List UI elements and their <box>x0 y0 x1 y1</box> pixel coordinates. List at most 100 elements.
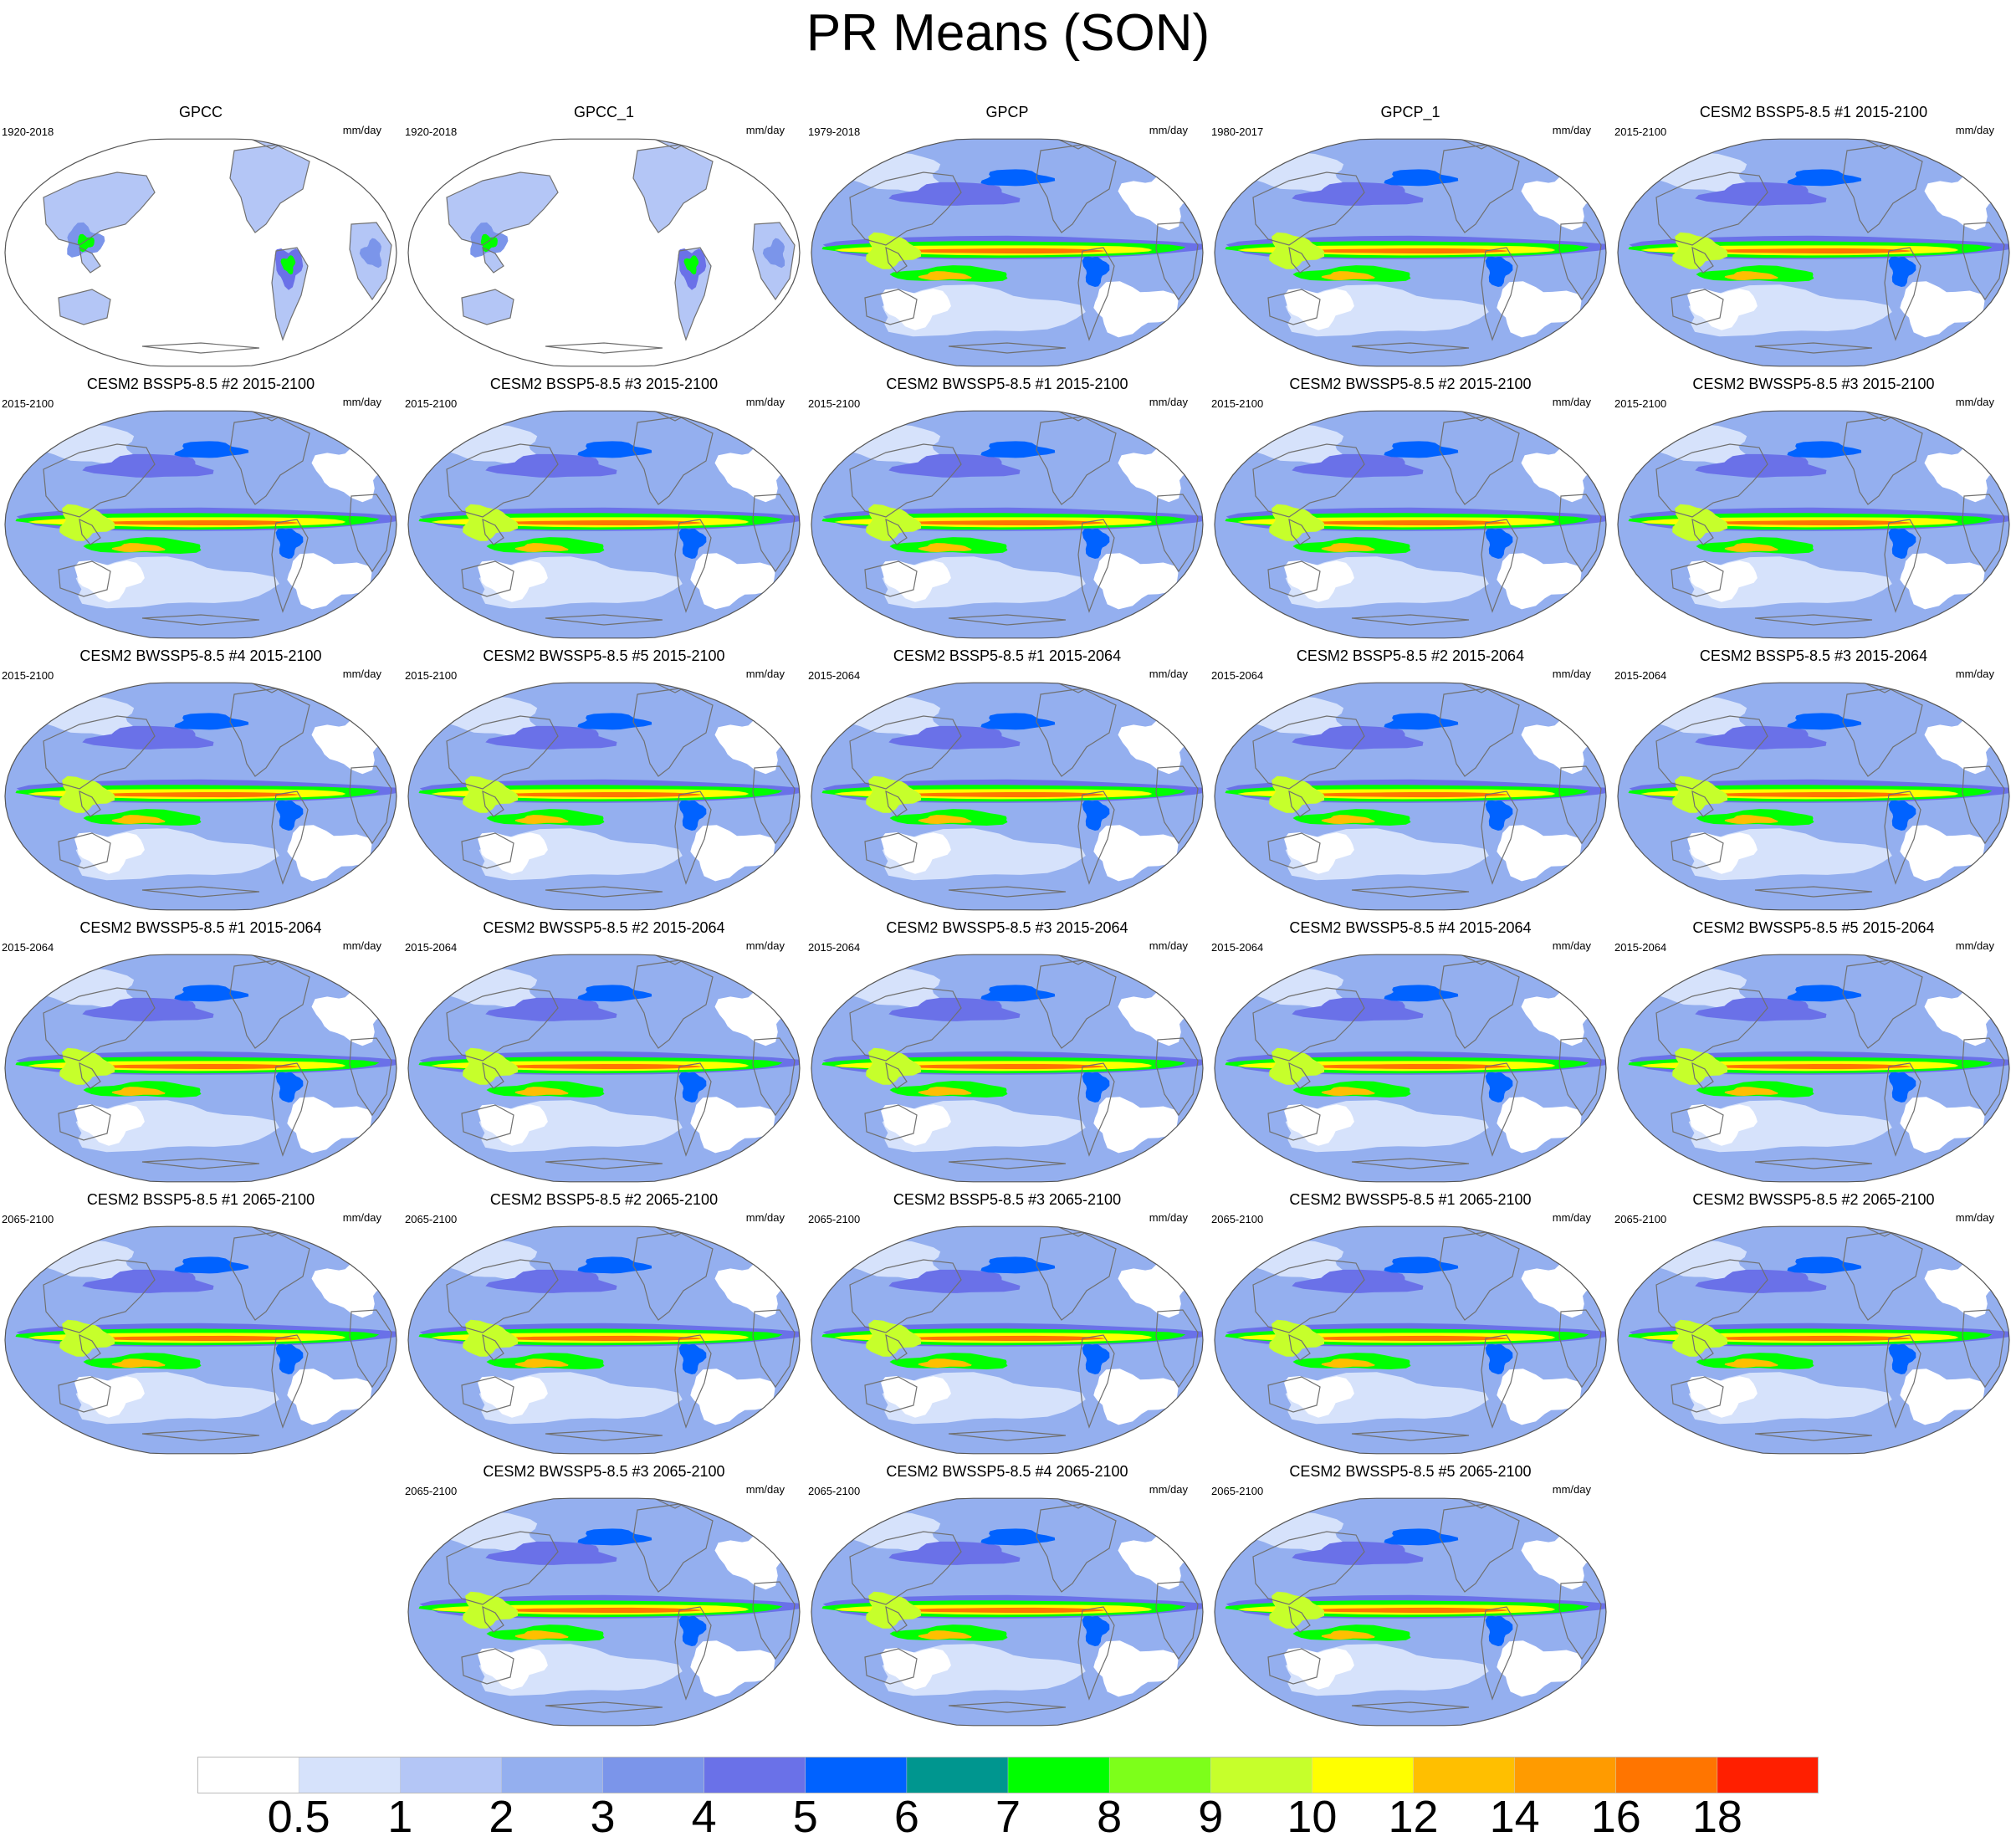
colorbar-swatch <box>1108 1757 1212 1793</box>
precip-contour <box>478 832 548 874</box>
precip-contour <box>690 825 775 882</box>
coastline <box>271 519 309 613</box>
precip-contour <box>275 800 304 831</box>
precip-map <box>1617 1225 2010 1455</box>
map-panel: CESM2 BSSP5-8.5 #1 2065-2100 2065-2100 mm/… <box>0 1186 402 1459</box>
precip-contour <box>678 1343 707 1374</box>
coastline <box>1558 222 1602 301</box>
coastline <box>1439 416 1520 505</box>
coastline <box>1962 765 2005 845</box>
panel-units: mm/day <box>1149 1483 1188 1496</box>
precip-contour <box>1646 152 1747 194</box>
coastline <box>1267 560 1321 597</box>
precip-contour <box>1711 519 1912 526</box>
coastline <box>885 246 908 274</box>
precip-contour <box>1900 1097 1985 1154</box>
coastline <box>271 790 309 885</box>
precip-contour <box>1292 1541 1424 1565</box>
panel-title: CESM2 BWSSP5-8.5 #5 2015-2100 <box>483 647 725 664</box>
panel-title: CESM2 BWSSP5-8.5 #1 2015-2100 <box>886 376 1128 392</box>
coastline <box>482 1605 504 1633</box>
coastline <box>885 790 908 817</box>
precip-contour <box>514 543 569 552</box>
precip-contour <box>230 145 310 233</box>
map-border <box>1617 682 2010 911</box>
precip-contour <box>881 832 951 874</box>
panel-units: mm/day <box>745 396 785 408</box>
panel-title: CESM2 BWSSP5-8.5 #3 2065-2100 <box>483 1463 725 1480</box>
precip-contour <box>1787 1256 1862 1274</box>
coastline <box>1439 1503 1520 1593</box>
precip-contour <box>918 543 972 552</box>
panel-units: mm/day <box>342 668 381 680</box>
panel-title: CESM2 BWSSP5-8.5 #2 2015-2100 <box>1289 376 1532 392</box>
precip-contour <box>1900 1369 1985 1425</box>
map-border <box>1617 954 2010 1183</box>
colorbar-swatch <box>1007 1757 1110 1793</box>
precip-contour <box>1497 281 1582 338</box>
precip-contour <box>1485 1072 1513 1103</box>
precip-contour <box>1888 1343 1916 1374</box>
precip-contour <box>1321 1087 1375 1096</box>
precip-contour <box>1093 1097 1179 1154</box>
coastline <box>349 494 392 573</box>
precip-contour <box>904 1335 1106 1342</box>
coastline <box>849 1531 962 1605</box>
precip-contour <box>881 1104 951 1146</box>
precip-contour <box>678 1615 707 1646</box>
map-panel: CESM2 BSSP5-8.5 #2 2015-2064 2015-2064 mm/… <box>1210 642 1611 915</box>
precip-contour <box>980 1528 1056 1546</box>
coastline <box>632 1231 714 1321</box>
precip-contour <box>1243 1240 1344 1282</box>
precip-contour <box>1888 1072 1916 1103</box>
precip-contour <box>1321 1358 1375 1368</box>
coastline <box>79 1333 101 1361</box>
coastline <box>545 1701 663 1713</box>
precip-contour <box>1243 424 1344 466</box>
panel-period: 1920-2018 <box>2 125 54 138</box>
coastline <box>1962 222 2005 301</box>
coastline <box>461 289 514 325</box>
precip-contour <box>881 1648 951 1690</box>
coastline <box>674 1606 712 1701</box>
coastline <box>545 1158 663 1169</box>
map-panel: CESM2 BWSSP5-8.5 #1 2015-2064 2015-2064 mm… <box>0 914 402 1187</box>
precip-contour <box>1646 696 1747 738</box>
coastline <box>1288 1062 1311 1089</box>
coastline <box>1655 443 1768 518</box>
precip-contour <box>888 1269 1021 1293</box>
coastline <box>1252 1259 1365 1333</box>
panel-units: mm/day <box>342 1211 381 1224</box>
coastline <box>141 886 260 898</box>
precip-contour <box>888 725 1021 750</box>
panel-title: CESM2 BWSSP5-8.5 #3 2015-2064 <box>886 919 1128 936</box>
precip-contour <box>74 1376 145 1418</box>
precip-contour <box>1900 281 1985 338</box>
coastline <box>752 494 796 573</box>
panel-title: CESM2 BWSSP5-8.5 #2 2015-2064 <box>483 919 725 936</box>
coastline <box>349 1037 392 1117</box>
coastline <box>1439 688 1520 777</box>
precip-contour <box>980 985 1056 1002</box>
coastline <box>349 765 392 845</box>
coastline <box>79 1062 101 1089</box>
coastline <box>79 518 101 545</box>
panel-period: 2015-2100 <box>1614 397 1667 410</box>
colorbar-swatch <box>501 1757 604 1793</box>
panel-period: 2015-2064 <box>405 941 458 954</box>
map-panel: CESM2 BSSP5-8.5 #1 2015-2064 2015-2064 mm/… <box>806 642 1208 915</box>
coastline <box>1558 765 1602 845</box>
coastline <box>1691 246 1714 274</box>
coastline <box>43 1259 156 1333</box>
precip-contour <box>840 1512 941 1553</box>
coastline <box>1155 494 1199 573</box>
coastline <box>752 222 796 301</box>
panel-title: CESM2 BSSP5-8.5 #1 2015-2064 <box>893 647 1122 664</box>
coastline <box>58 1376 111 1413</box>
precip-contour <box>287 825 372 882</box>
colorbar-swatch <box>1312 1757 1415 1793</box>
coastline <box>1288 518 1311 545</box>
precip-contour <box>82 1269 214 1293</box>
colorbar-swatch <box>704 1757 806 1793</box>
coastline <box>1351 1701 1470 1713</box>
